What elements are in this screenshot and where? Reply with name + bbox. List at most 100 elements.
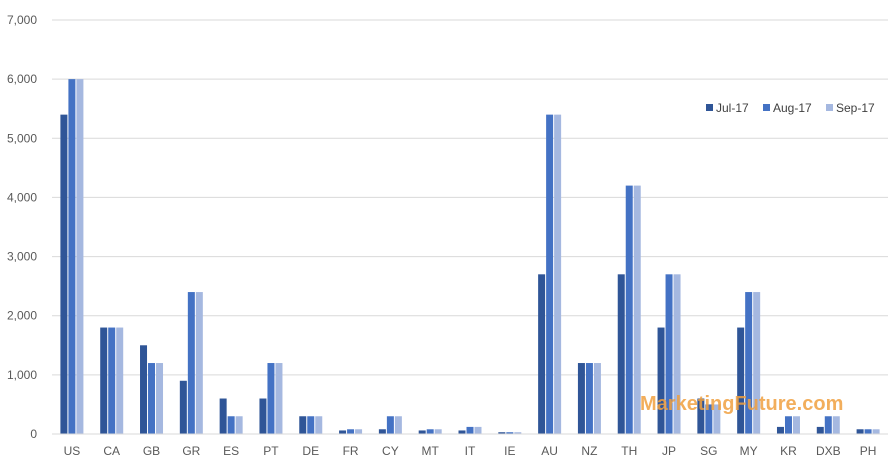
bar-it-sep-17 xyxy=(474,426,482,434)
bar-ie-sep-17 xyxy=(514,432,522,434)
x-tick-label: GB xyxy=(143,444,160,458)
bar-ca-aug-17 xyxy=(108,327,116,434)
bar-my-aug-17 xyxy=(745,292,753,434)
y-tick-label: 6,000 xyxy=(7,72,37,86)
bar-au-sep-17 xyxy=(554,114,562,434)
bar-jp-aug-17 xyxy=(665,274,673,434)
bar-jp-sep-17 xyxy=(673,274,681,434)
x-tick-label: MY xyxy=(740,444,758,458)
bar-pt-sep-17 xyxy=(275,363,283,434)
bar-de-sep-17 xyxy=(315,416,323,434)
bar-ph-sep-17 xyxy=(872,429,880,434)
bar-es-jul-17 xyxy=(219,398,227,434)
bar-cy-aug-17 xyxy=(386,416,394,434)
watermark-text: MarketingFuture.com xyxy=(640,393,843,415)
x-tick-label: AU xyxy=(541,444,558,458)
y-tick-label: 7,000 xyxy=(7,13,37,27)
bar-dxb-sep-17 xyxy=(832,416,840,434)
bar-au-jul-17 xyxy=(538,274,546,434)
y-tick-label: 2,000 xyxy=(7,309,37,323)
x-tick-label: JP xyxy=(662,444,676,458)
x-axis-ticks: US CA GB GR ES PT DE FR CY MT IT IE AU NZ TH JP SG MY KR DX… xyxy=(64,444,877,458)
x-tick-label: KR xyxy=(780,444,797,458)
bar-ca-jul-17 xyxy=(100,327,108,434)
bar-de-jul-17 xyxy=(299,416,307,434)
bar-mt-aug-17 xyxy=(426,429,434,434)
bar-fr-aug-17 xyxy=(347,429,355,434)
bar-nz-jul-17 xyxy=(577,363,585,434)
bar-gr-jul-17 xyxy=(179,380,187,434)
legend-label: Jul-17 xyxy=(716,101,749,115)
bars xyxy=(60,79,880,435)
bar-ie-jul-17 xyxy=(498,432,506,434)
bar-gb-sep-17 xyxy=(156,363,164,434)
bar-nz-aug-17 xyxy=(585,363,593,434)
bar-th-jul-17 xyxy=(617,274,625,434)
x-tick-label: PT xyxy=(263,444,279,458)
bar-gr-aug-17 xyxy=(187,292,195,434)
bar-sg-sep-17 xyxy=(713,404,721,434)
bar-ie-aug-17 xyxy=(506,432,514,434)
bar-kr-sep-17 xyxy=(792,416,800,434)
bar-au-aug-17 xyxy=(546,114,554,434)
bar-mt-sep-17 xyxy=(434,429,442,434)
bar-ph-jul-17 xyxy=(856,429,864,434)
bar-gb-jul-17 xyxy=(140,345,148,434)
bar-th-aug-17 xyxy=(625,185,633,434)
x-tick-label: NZ xyxy=(581,444,597,458)
bar-de-aug-17 xyxy=(307,416,315,434)
x-tick-label: US xyxy=(64,444,81,458)
bar-ph-aug-17 xyxy=(864,429,872,434)
x-tick-label: MT xyxy=(422,444,440,458)
bar-my-jul-17 xyxy=(737,327,745,434)
x-tick-label: DE xyxy=(302,444,319,458)
x-tick-label: GR xyxy=(182,444,200,458)
legend-swatch xyxy=(706,104,713,111)
y-tick-label: 0 xyxy=(30,427,37,441)
bar-fr-jul-17 xyxy=(339,430,347,434)
legend-swatch xyxy=(826,104,833,111)
legend-label: Sep-17 xyxy=(836,101,875,115)
bar-cy-jul-17 xyxy=(378,429,386,434)
bar-us-aug-17 xyxy=(68,79,76,435)
y-tick-label: 5,000 xyxy=(7,131,37,145)
bar-th-sep-17 xyxy=(633,185,641,434)
bar-it-jul-17 xyxy=(458,430,466,434)
x-tick-label: SG xyxy=(700,444,717,458)
bar-gb-aug-17 xyxy=(148,363,156,434)
x-tick-label: CA xyxy=(103,444,120,458)
bar-fr-sep-17 xyxy=(355,429,363,434)
bar-us-jul-17 xyxy=(60,114,68,434)
bar-us-sep-17 xyxy=(76,79,84,435)
legend-swatch xyxy=(763,104,770,111)
x-tick-label: ES xyxy=(223,444,239,458)
bar-pt-jul-17 xyxy=(259,398,267,434)
y-tick-label: 1,000 xyxy=(7,368,37,382)
bar-sg-aug-17 xyxy=(705,404,713,434)
bar-es-sep-17 xyxy=(235,416,243,434)
bar-nz-sep-17 xyxy=(593,363,601,434)
y-tick-label: 4,000 xyxy=(7,190,37,204)
bar-kr-aug-17 xyxy=(784,416,792,434)
bar-jp-jul-17 xyxy=(657,327,665,434)
bar-gr-sep-17 xyxy=(195,292,203,434)
x-tick-label: CY xyxy=(382,444,399,458)
legend-label: Aug-17 xyxy=(773,101,812,115)
bar-my-sep-17 xyxy=(753,292,761,434)
bar-sg-jul-17 xyxy=(697,398,705,434)
bar-dxb-aug-17 xyxy=(824,416,832,434)
x-tick-label: DXB xyxy=(816,444,841,458)
bar-it-aug-17 xyxy=(466,426,474,434)
gridlines xyxy=(52,19,888,376)
bar-dxb-jul-17 xyxy=(816,426,824,434)
legend: Jul-17 Aug-17 Sep-17 xyxy=(706,101,875,115)
bar-pt-aug-17 xyxy=(267,363,275,434)
bar-mt-jul-17 xyxy=(418,430,426,434)
bar-es-aug-17 xyxy=(227,416,235,434)
y-axis-ticks: 0 1,000 2,000 3,000 4,000 5,000 6,000 7,000 xyxy=(7,13,37,441)
bar-cy-sep-17 xyxy=(394,416,402,434)
x-tick-label: TH xyxy=(621,444,637,458)
x-tick-label: IT xyxy=(465,444,476,458)
x-tick-label: IE xyxy=(504,444,515,458)
